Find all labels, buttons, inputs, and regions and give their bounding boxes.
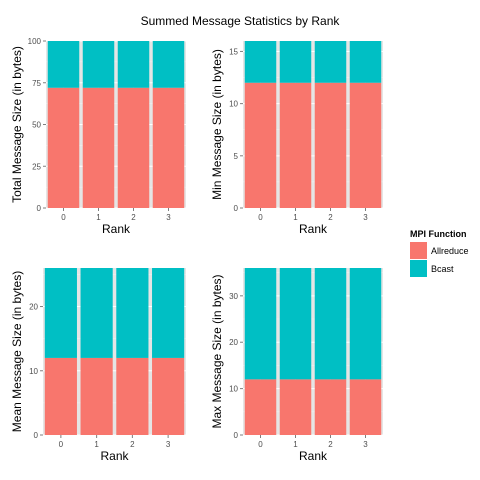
bar-bcast-rank-0: [45, 268, 77, 358]
figure-title: Summed Message Statistics by Rank: [141, 14, 341, 28]
bar-bcast-rank-3: [153, 41, 185, 88]
x-tick-label: 3: [363, 213, 368, 222]
x-axis-title: Rank: [100, 449, 129, 463]
bar-bcast-rank-2: [116, 268, 148, 358]
bar-bcast-rank-1: [83, 41, 115, 88]
y-axis-title: Mean Message Size (in bytes): [10, 271, 24, 432]
x-tick-label: 1: [293, 213, 298, 222]
x-tick-label: 2: [328, 213, 333, 222]
y-tick-label: 50: [32, 121, 41, 130]
bar-bcast-rank-2: [315, 268, 347, 379]
x-tick-label: 1: [94, 440, 99, 449]
bar-bcast-rank-2: [118, 41, 150, 88]
panel-min-message-size: 0 5 10 15 0 1 2 3 Rank Min Message Size (in bytes…: [210, 41, 383, 236]
bar-allreduce-rank-3: [152, 358, 184, 435]
legend-label-allreduce: Allreduce: [431, 246, 469, 256]
y-tick-label: 10: [29, 367, 38, 376]
bar-bcast-rank-0: [48, 41, 80, 88]
bar-bcast-rank-3: [350, 41, 382, 83]
bar-allreduce-rank-1: [83, 88, 115, 208]
y-tick-label: 30: [229, 292, 238, 301]
panel-max-message-size: 0 10 20 30 0 1 2 3 Rank Max Message Size (in byte…: [210, 268, 383, 463]
x-axis-title: Rank: [102, 222, 131, 236]
legend-swatch-allreduce: [410, 242, 427, 259]
x-axis-title: Rank: [299, 449, 328, 463]
bar-allreduce-rank-2: [116, 358, 148, 435]
bar-bcast-rank-1: [81, 268, 113, 358]
bar-allreduce-rank-2: [315, 83, 347, 208]
bar-allreduce-rank-1: [81, 358, 113, 435]
bar-allreduce-rank-3: [153, 88, 185, 208]
x-tick-label: 2: [130, 440, 135, 449]
legend-swatch-bcast: [410, 260, 427, 277]
y-tick-label: 0: [234, 204, 239, 213]
x-tick-label: 2: [131, 213, 136, 222]
legend-title: MPI Function: [410, 229, 467, 239]
y-tick-label: 10: [229, 385, 238, 394]
bar-allreduce-rank-1: [280, 379, 312, 435]
y-tick-label: 15: [229, 47, 238, 56]
bar-allreduce-rank-0: [45, 358, 77, 435]
legend-label-bcast: Bcast: [431, 264, 454, 274]
y-axis-title: Min Message Size (in bytes): [210, 49, 224, 200]
bar-bcast-rank-1: [280, 41, 312, 83]
y-tick-label: 0: [37, 204, 42, 213]
bar-bcast-rank-3: [350, 268, 382, 379]
bar-allreduce-rank-0: [245, 379, 277, 435]
panel-total-message-size: 0 25 50 75 100 0 1 2 3 Rank Total Message Size (in…: [10, 37, 186, 236]
bar-bcast-rank-0: [245, 41, 277, 83]
bar-allreduce-rank-0: [48, 88, 80, 208]
x-tick-label: 1: [96, 213, 101, 222]
x-tick-label: 3: [166, 213, 171, 222]
y-tick-label: 10: [229, 100, 238, 109]
bar-allreduce-rank-3: [350, 83, 382, 208]
panel-mean-message-size: 0 10 20 0 1 2 3 Rank Mean Message Size (in bytes…: [10, 268, 186, 463]
y-tick-label: 100: [28, 37, 42, 46]
bar-bcast-rank-3: [152, 268, 184, 358]
y-tick-label: 20: [29, 303, 38, 312]
bar-allreduce-rank-2: [118, 88, 150, 208]
bar-allreduce-rank-0: [245, 83, 277, 208]
y-tick-label: 75: [32, 79, 41, 88]
y-tick-label: 0: [34, 431, 39, 440]
x-tick-label: 2: [328, 440, 333, 449]
bar-allreduce-rank-3: [350, 379, 382, 435]
bar-bcast-rank-2: [315, 41, 347, 83]
legend: MPI Function Allreduce Bcast: [410, 229, 469, 277]
bar-allreduce-rank-1: [280, 83, 312, 208]
y-tick-label: 20: [229, 338, 238, 347]
x-tick-label: 0: [61, 213, 66, 222]
x-axis-title: Rank: [299, 222, 328, 236]
x-tick-label: 0: [258, 213, 263, 222]
y-tick-label: 5: [234, 152, 239, 161]
x-tick-label: 0: [59, 440, 64, 449]
y-tick-label: 25: [32, 162, 41, 171]
x-tick-label: 3: [166, 440, 171, 449]
bar-allreduce-rank-2: [315, 379, 347, 435]
x-tick-label: 0: [258, 440, 263, 449]
bar-bcast-rank-0: [245, 268, 277, 379]
x-tick-label: 3: [363, 440, 368, 449]
y-tick-label: 0: [234, 431, 239, 440]
y-axis-title: Max Message Size (in bytes): [210, 274, 224, 428]
y-axis-title: Total Message Size (in bytes): [10, 46, 24, 203]
x-tick-label: 1: [293, 440, 298, 449]
bar-bcast-rank-1: [280, 268, 312, 379]
